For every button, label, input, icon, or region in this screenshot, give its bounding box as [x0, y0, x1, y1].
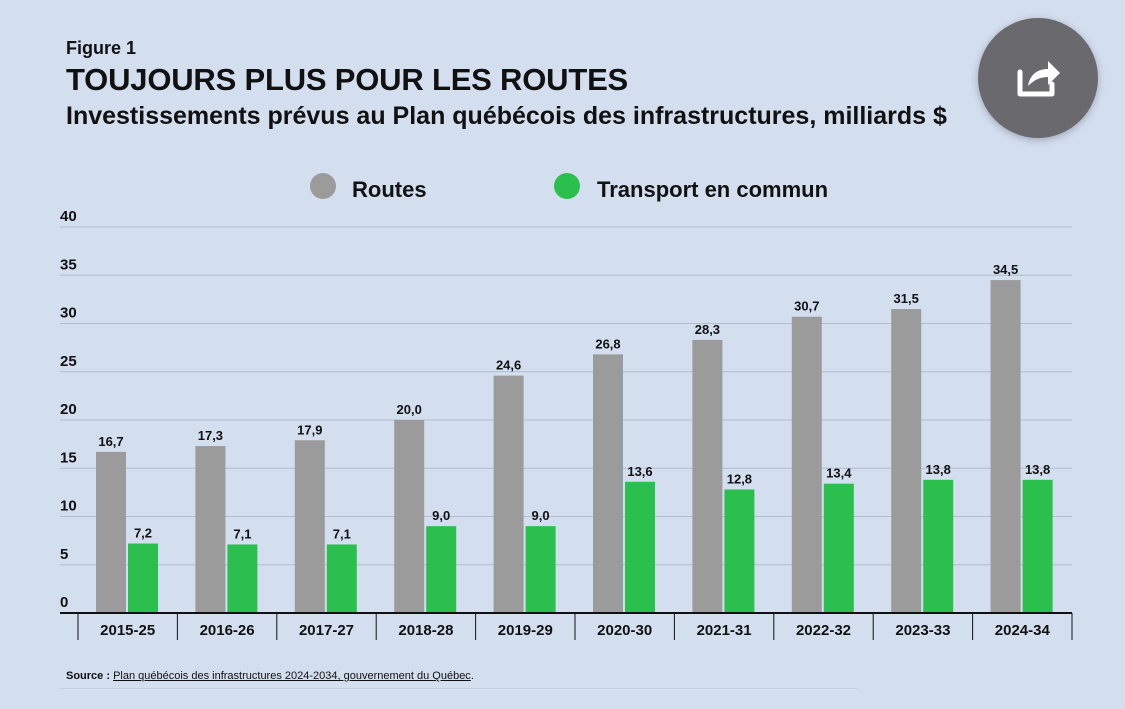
x-tick-label: 2019-29 — [498, 622, 553, 639]
bar — [394, 420, 425, 613]
data-label: 24,6 — [496, 358, 521, 373]
source-divider — [60, 688, 858, 689]
data-label: 7,1 — [333, 526, 351, 541]
data-label: 12,8 — [727, 471, 752, 486]
data-label: 9,0 — [432, 508, 450, 523]
source-note: Source : Plan québécois des infrastructu… — [66, 670, 474, 682]
source-label: Source : — [66, 670, 111, 682]
bar — [791, 316, 822, 613]
figure-label: Figure 1 — [66, 38, 137, 58]
chart-title: TOUJOURS PLUS POUR LES ROUTES — [66, 62, 629, 97]
source-end: . — [470, 670, 474, 682]
bar — [923, 479, 954, 613]
data-label: 13,4 — [826, 466, 852, 481]
y-tick-label: 15 — [60, 449, 77, 466]
data-label: 16,7 — [98, 434, 123, 449]
legend-label-2: Transport en commun — [597, 177, 828, 202]
bar — [96, 451, 126, 613]
data-label: 26,8 — [595, 336, 620, 351]
y-tick-label: 40 — [60, 208, 77, 225]
data-label: 17,3 — [198, 428, 223, 443]
source-link[interactable]: Plan québécois des infrastructures 2024-… — [113, 670, 471, 682]
x-tick-label: 2018-28 — [398, 622, 453, 639]
x-tick-label: 2022-32 — [796, 622, 851, 639]
bar — [1022, 479, 1053, 613]
data-label: 30,7 — [794, 299, 819, 314]
bar — [326, 544, 357, 613]
bar — [823, 483, 854, 613]
x-tick-label: 2017-27 — [299, 622, 354, 639]
bar — [128, 543, 158, 613]
legend-label-1: Routes — [352, 177, 427, 202]
data-label: 7,2 — [134, 526, 152, 541]
x-tick-label: 2016-26 — [200, 622, 255, 639]
data-label: 34,5 — [993, 262, 1018, 277]
data-label: 28,3 — [695, 322, 720, 337]
y-tick-label: 35 — [60, 256, 77, 273]
x-tick-label: 2021-31 — [697, 622, 752, 639]
bar — [625, 481, 655, 613]
legend-swatch-1 — [310, 173, 336, 199]
bar — [493, 375, 524, 613]
share-button[interactable] — [978, 18, 1098, 138]
bar — [692, 339, 723, 613]
data-label: 20,0 — [397, 402, 422, 417]
x-tick-label: 2023-33 — [895, 622, 950, 639]
y-tick-label: 5 — [60, 546, 68, 563]
data-label: 13,8 — [926, 462, 951, 477]
bar — [724, 489, 755, 613]
x-tick-label: 2015-25 — [100, 622, 155, 639]
data-label: 9,0 — [532, 508, 550, 523]
bar — [294, 440, 325, 613]
x-tick-label: 2020-30 — [597, 622, 652, 639]
bar — [227, 544, 258, 613]
bar — [891, 309, 922, 613]
y-tick-label: 20 — [60, 401, 77, 418]
data-label: 13,8 — [1025, 462, 1050, 477]
chart-subtitle: Investissements prévus au Plan québécois… — [66, 102, 947, 130]
bar — [525, 526, 556, 613]
legend-swatch-2 — [554, 173, 580, 199]
y-tick-label: 25 — [60, 353, 77, 370]
bar — [195, 446, 226, 613]
x-tick-label: 2024-34 — [995, 622, 1051, 639]
data-label: 17,9 — [297, 422, 322, 437]
data-label: 7,1 — [233, 526, 251, 541]
y-tick-label: 0 — [60, 594, 68, 611]
bar — [426, 526, 457, 613]
bar-chart: Routes Transport en commun 0 5 10 15 20 25 30 35 4… — [60, 173, 1073, 640]
data-label: 13,6 — [627, 464, 652, 479]
bar — [990, 280, 1021, 613]
data-label: 31,5 — [894, 291, 919, 306]
y-tick-label: 10 — [60, 498, 77, 515]
bar — [593, 354, 623, 613]
y-tick-label: 30 — [60, 305, 77, 322]
share-icon — [1017, 61, 1060, 97]
